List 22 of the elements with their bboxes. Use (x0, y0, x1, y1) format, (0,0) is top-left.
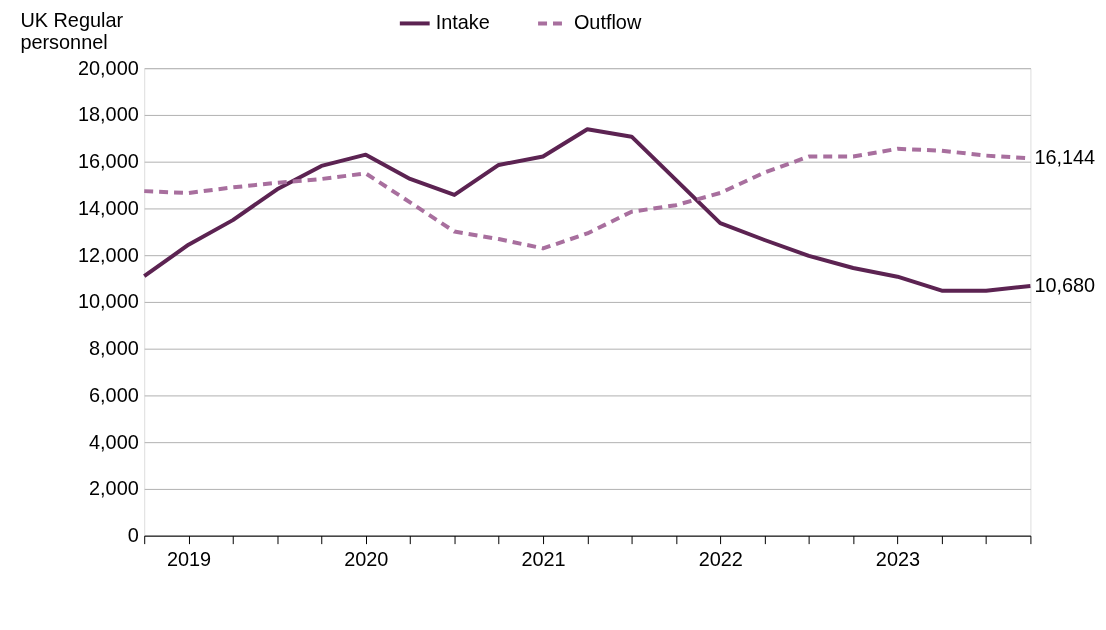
line-series (142, 127, 1033, 293)
x-tick-label: 2019 (166, 547, 212, 570)
x-tick-label: 2022 (698, 547, 743, 570)
y-tick-label: 2,000 (89, 477, 139, 500)
y-tick-label: 16,000 (77, 150, 139, 173)
y-tick-label: 14,000 (77, 196, 139, 219)
y-tick-label: 6,000 (89, 383, 139, 406)
x-tick-label: 2021 (521, 547, 566, 570)
legend-label: Intake (435, 11, 490, 34)
x-tick-label: 2020 (344, 547, 389, 570)
y-tick-label: 18,000 (77, 103, 139, 126)
data-label: 16,144 (1034, 146, 1096, 169)
y-tick-label: 20,000 (77, 56, 139, 79)
y-tick-label: 4,000 (89, 430, 139, 453)
y-tick-label: 10,000 (77, 290, 139, 313)
y-tick-label: 12,000 (77, 243, 139, 266)
x-tick-label: 2023 (875, 547, 921, 570)
legend-label: Outflow (573, 11, 642, 34)
y-tick-label: 0 (127, 524, 139, 547)
y-axis-title: UK Regular personnel (20, 8, 124, 53)
data-label: 10,680 (1034, 274, 1096, 296)
y-tick-label: 8,000 (89, 337, 139, 360)
